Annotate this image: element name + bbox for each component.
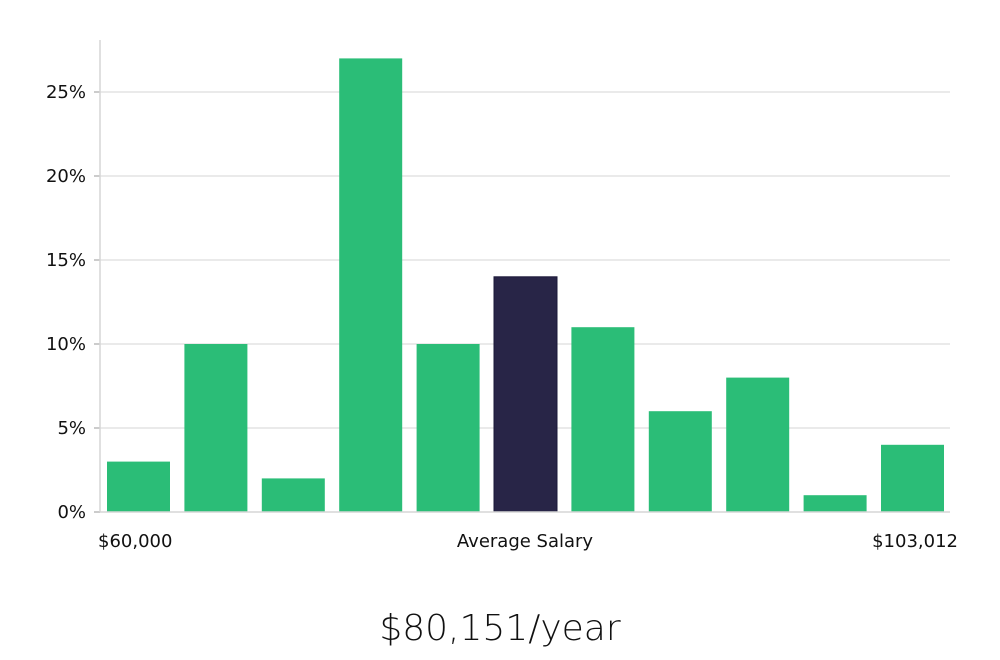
average-salary-headline: $80,151/year — [379, 608, 621, 649]
bar — [416, 344, 480, 512]
bar — [881, 444, 944, 512]
y-tick-label: 15% — [46, 250, 86, 271]
bar — [339, 58, 403, 513]
bar — [803, 495, 867, 512]
x-label-center: Average Salary — [457, 531, 594, 552]
x-label-max: $103,012 — [872, 531, 958, 552]
bar — [648, 411, 712, 512]
y-tick-label: 20% — [46, 166, 86, 187]
bar — [261, 478, 325, 512]
bar — [571, 327, 635, 512]
y-tick-label: 5% — [57, 418, 86, 439]
y-tick-label: 0% — [57, 502, 86, 523]
axis: 0% 5% 10% 15% 20% 25% — [46, 40, 950, 523]
y-tick-label: 25% — [46, 82, 86, 103]
bar-highlighted — [493, 276, 558, 513]
x-label-min: $60,000 — [98, 531, 172, 552]
bars — [107, 58, 944, 513]
bar — [726, 377, 790, 512]
salary-histogram: 0% 5% 10% 15% 20% 25% $60,000 Average Salary … — [46, 40, 958, 552]
y-tick-label: 10% — [46, 334, 86, 355]
labels: $60,000 Average Salary $103,012 — [98, 531, 958, 552]
bar — [184, 344, 248, 512]
bar — [107, 461, 170, 512]
